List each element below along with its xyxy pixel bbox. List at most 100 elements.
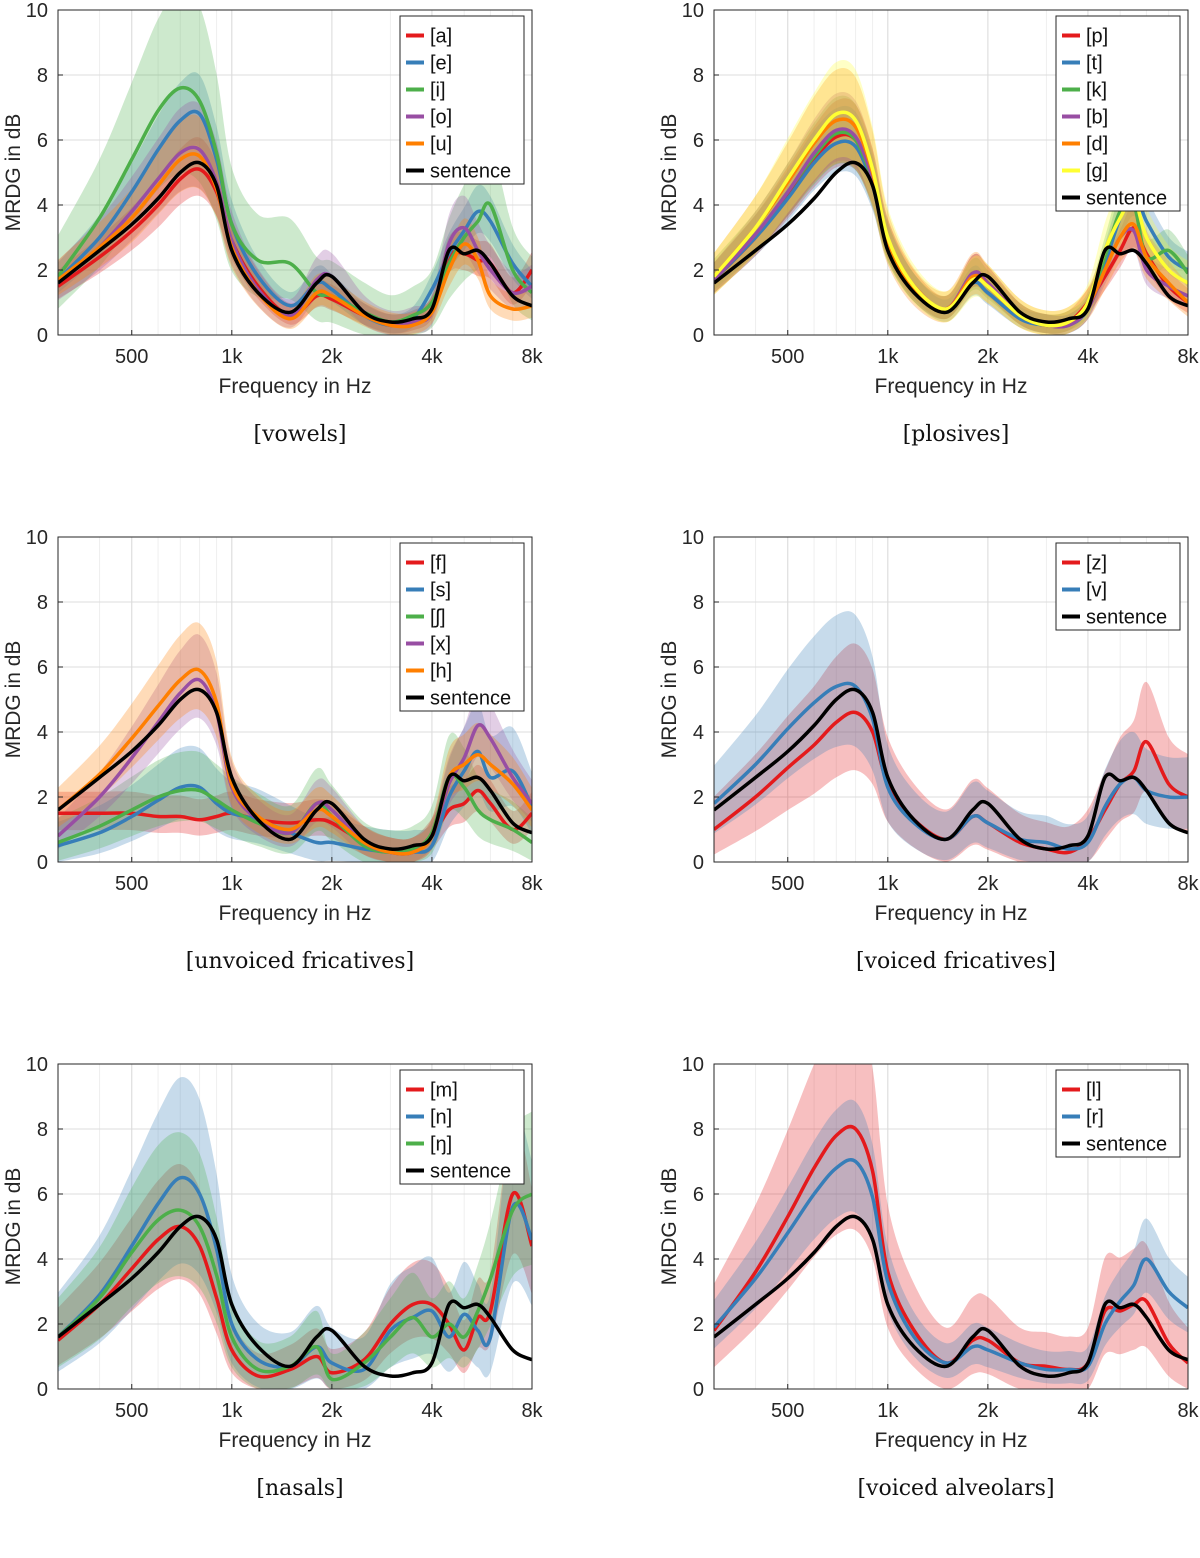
x-tick-label: 500 bbox=[115, 346, 148, 368]
x-tick-label: 2k bbox=[977, 346, 999, 368]
series-line-[r] bbox=[714, 1157, 1188, 1373]
panel-caption: [plosives] bbox=[902, 422, 1010, 447]
legend-label: [h] bbox=[430, 661, 452, 683]
legend: [p] [t] [k] [b] [d] [g] sentence bbox=[1055, 15, 1181, 212]
chart-svg: 500 1k 2k 4k 8k 0 2 4 6 8 10 Frequency in Hz MRDG in… bbox=[2, 0, 544, 398]
y-tick-label: 0 bbox=[37, 852, 48, 874]
band-[g] bbox=[714, 59, 1188, 335]
legend-box bbox=[399, 542, 525, 712]
y-tick-label: 6 bbox=[37, 657, 48, 679]
y-axis-label: MRDG in dB bbox=[2, 641, 25, 759]
legend-label: sentence bbox=[1086, 1134, 1167, 1156]
x-tick-label: 1k bbox=[877, 346, 899, 368]
y-tick-label: 0 bbox=[693, 325, 704, 347]
series-lines bbox=[58, 1175, 532, 1382]
series-line-[h] bbox=[58, 667, 532, 856]
y-tick-label: 8 bbox=[693, 65, 704, 87]
band-[z] bbox=[714, 643, 1188, 862]
series-line-[ʃ] bbox=[58, 773, 532, 855]
y-tick-label: 4 bbox=[37, 1249, 48, 1271]
band-[m] bbox=[58, 1121, 532, 1389]
y-tick-label: 10 bbox=[26, 527, 48, 549]
band-[a] bbox=[58, 137, 532, 334]
x-tick-label: 8k bbox=[521, 1400, 543, 1422]
panel-caption: [unvoiced fricatives] bbox=[185, 949, 415, 974]
x-axis-label: Frequency in Hz bbox=[219, 375, 372, 398]
series-lines bbox=[714, 681, 1188, 855]
series-lines bbox=[58, 85, 532, 329]
series-line-[l] bbox=[714, 1124, 1188, 1372]
band-[ʃ] bbox=[58, 732, 532, 862]
y-tick-label: 8 bbox=[693, 592, 704, 614]
series-line-[u] bbox=[58, 152, 532, 329]
chart-panel: 500 1k 2k 4k 8k 0 2 4 6 8 10 Frequency in Hz MRDG in… bbox=[656, 1054, 1200, 1558]
legend: [m] [n] [ŋ] sentence bbox=[399, 1069, 525, 1185]
y-tick-label: 0 bbox=[37, 325, 48, 347]
axes-box bbox=[713, 536, 1189, 863]
y-tick-label: 6 bbox=[693, 130, 704, 152]
y-tick-label: 8 bbox=[37, 65, 48, 87]
legend-label: [f] bbox=[430, 553, 447, 575]
legend: [f] [s] [ʃ] [x] [h] sentence bbox=[399, 542, 525, 712]
y-tick-label: 2 bbox=[37, 787, 48, 809]
panel-caption: [voiced fricatives] bbox=[855, 949, 1057, 974]
band-[p] bbox=[714, 98, 1188, 334]
y-tick-label: 4 bbox=[693, 195, 704, 217]
y-tick-label: 8 bbox=[37, 1119, 48, 1141]
band-[t] bbox=[714, 105, 1188, 335]
y-tick-label: 2 bbox=[37, 1314, 48, 1336]
legend-label: [p] bbox=[1086, 26, 1108, 48]
y-tick-label: 10 bbox=[26, 0, 48, 22]
legend-label: [ŋ] bbox=[430, 1134, 452, 1156]
legend-label: [a] bbox=[430, 26, 452, 48]
series-line-[n] bbox=[58, 1175, 532, 1374]
panel-caption: [vowels] bbox=[253, 422, 347, 447]
x-axis-label: Frequency in Hz bbox=[219, 1429, 372, 1452]
y-tick-label: 8 bbox=[693, 1119, 704, 1141]
band-[v] bbox=[714, 611, 1188, 862]
chart-panel: 500 1k 2k 4k 8k 0 2 4 6 8 10 Frequency in Hz MRDG in… bbox=[656, 527, 1200, 1031]
series-line-sentence bbox=[714, 160, 1188, 325]
axes-box bbox=[57, 1063, 533, 1390]
y-tick-label: 10 bbox=[26, 1054, 48, 1076]
legend-label: sentence bbox=[430, 161, 511, 183]
band-[u] bbox=[58, 114, 532, 335]
y-tick-label: 2 bbox=[693, 787, 704, 809]
x-tick-label: 500 bbox=[771, 346, 804, 368]
x-tick-label: 1k bbox=[877, 873, 899, 895]
chart-panel: 500 1k 2k 4k 8k 0 2 4 6 8 10 Frequency in Hz MRDG in… bbox=[0, 527, 600, 1031]
y-axis-label: MRDG in dB bbox=[658, 114, 681, 232]
band-[o] bbox=[58, 101, 532, 335]
series-line-sentence bbox=[58, 160, 532, 325]
band-[n] bbox=[58, 1077, 532, 1389]
legend-label: [s] bbox=[430, 580, 451, 602]
series-line-[e] bbox=[58, 109, 532, 328]
x-tick-label: 8k bbox=[1177, 873, 1199, 895]
x-tick-label: 500 bbox=[115, 873, 148, 895]
chart-svg: 500 1k 2k 4k 8k 0 2 4 6 8 10 Frequency in Hz MRDG in… bbox=[658, 0, 1200, 398]
series-line-[ŋ] bbox=[58, 1192, 532, 1382]
panel-caption: [nasals] bbox=[256, 1476, 344, 1501]
y-axis-label: MRDG in dB bbox=[2, 1168, 25, 1286]
x-tick-label: 4k bbox=[421, 346, 443, 368]
y-tick-label: 2 bbox=[37, 260, 48, 282]
x-tick-label: 4k bbox=[421, 873, 443, 895]
axes-box bbox=[57, 536, 533, 863]
figure-grid: 500 1k 2k 4k 8k 0 2 4 6 8 10 Frequency in Hz MRDG in… bbox=[0, 0, 1200, 1501]
y-tick-label: 4 bbox=[37, 722, 48, 744]
chart-svg: 500 1k 2k 4k 8k 0 2 4 6 8 10 Frequency in Hz MRDG in… bbox=[658, 527, 1200, 925]
y-tick-label: 4 bbox=[693, 1249, 704, 1271]
y-tick-label: 6 bbox=[37, 1184, 48, 1206]
x-tick-label: 1k bbox=[877, 1400, 899, 1422]
x-tick-label: 8k bbox=[1177, 346, 1199, 368]
chart-svg: 500 1k 2k 4k 8k 0 2 4 6 8 10 Frequency in Hz MRDG in… bbox=[2, 527, 544, 925]
axes-box bbox=[57, 9, 533, 336]
legend-label: [g] bbox=[1086, 161, 1108, 183]
series-line-sentence bbox=[58, 1214, 532, 1379]
band-[b] bbox=[714, 91, 1188, 335]
series-lines bbox=[714, 1124, 1188, 1379]
axes-box bbox=[713, 9, 1189, 336]
chart-svg: 500 1k 2k 4k 8k 0 2 4 6 8 10 Frequency in Hz MRDG in… bbox=[2, 1054, 544, 1452]
legend-label: [d] bbox=[1086, 134, 1108, 156]
chart-panel: 500 1k 2k 4k 8k 0 2 4 6 8 10 Frequency in Hz MRDG in… bbox=[0, 0, 600, 504]
